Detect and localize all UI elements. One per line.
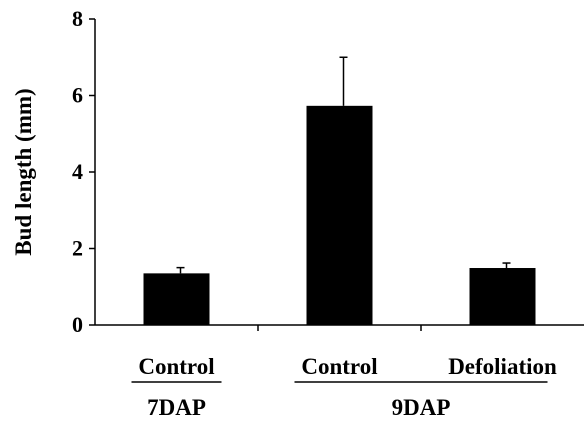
y-tick-label: 4 (72, 159, 83, 184)
category-label: Control (138, 354, 214, 379)
group-label: 9DAP (392, 395, 451, 420)
y-tick-label: 2 (72, 236, 83, 261)
bar (306, 105, 373, 325)
bar (469, 268, 536, 325)
bar (143, 273, 210, 325)
x-axis-labels: Control Control Defoliation 7DAP 9DAP (131, 354, 557, 420)
category-label: Control (301, 354, 377, 379)
y-axis-ticks: 0 2 4 6 8 (72, 6, 422, 337)
group-label: 7DAP (147, 395, 206, 420)
y-tick-label: 8 (72, 6, 83, 31)
y-tick-label: 6 (72, 83, 83, 108)
bars (143, 105, 536, 325)
category-label: Defoliation (448, 354, 557, 379)
y-tick-label: 0 (72, 312, 83, 337)
error-bars (176, 56, 511, 274)
y-axis-label: Bud length (mm) (11, 88, 36, 255)
